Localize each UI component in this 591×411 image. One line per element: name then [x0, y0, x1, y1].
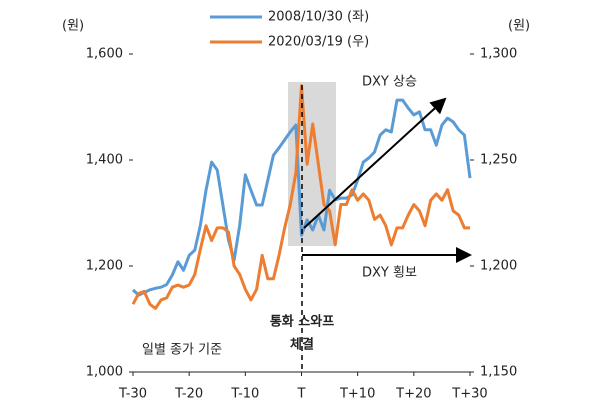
y2-tick-label: 1,150 — [480, 365, 517, 380]
x-tick-label: T+10 — [339, 387, 375, 402]
x-tick-label: T-10 — [230, 387, 259, 402]
y-tick-label: 1,600 — [86, 47, 123, 62]
y2-tick-label: 1,200 — [480, 259, 517, 274]
y-tick-label: 1,400 — [86, 153, 123, 168]
x-tick-label: T — [297, 387, 306, 402]
y-unit: (원) — [62, 19, 84, 34]
y2-tick-label: 1,300 — [480, 47, 517, 62]
annotation: DXY 상승 — [362, 75, 417, 90]
y-tick-label: 1,000 — [86, 365, 123, 380]
y2-unit: (원) — [508, 19, 530, 34]
x-tick-label: T+20 — [395, 387, 431, 402]
series-line — [131, 98, 472, 297]
annotation: 일별 종가 기준 — [142, 343, 222, 358]
x-tick-label: T-20 — [174, 387, 203, 402]
annotation: 통화 스와프 — [270, 314, 334, 330]
annotation: 체결 — [290, 337, 314, 353]
y-tick-label: 1,200 — [86, 259, 123, 274]
x-tick-label: T-30 — [118, 387, 147, 402]
legend-label: 2020/03/19 (우) — [268, 35, 369, 50]
legend-label: 2008/10/30 (좌) — [268, 10, 369, 25]
x-tick-label: T+30 — [451, 387, 487, 402]
arrow — [303, 97, 447, 229]
annotation: DXY 횡보 — [362, 266, 417, 281]
y2-tick-label: 1,250 — [480, 153, 517, 168]
